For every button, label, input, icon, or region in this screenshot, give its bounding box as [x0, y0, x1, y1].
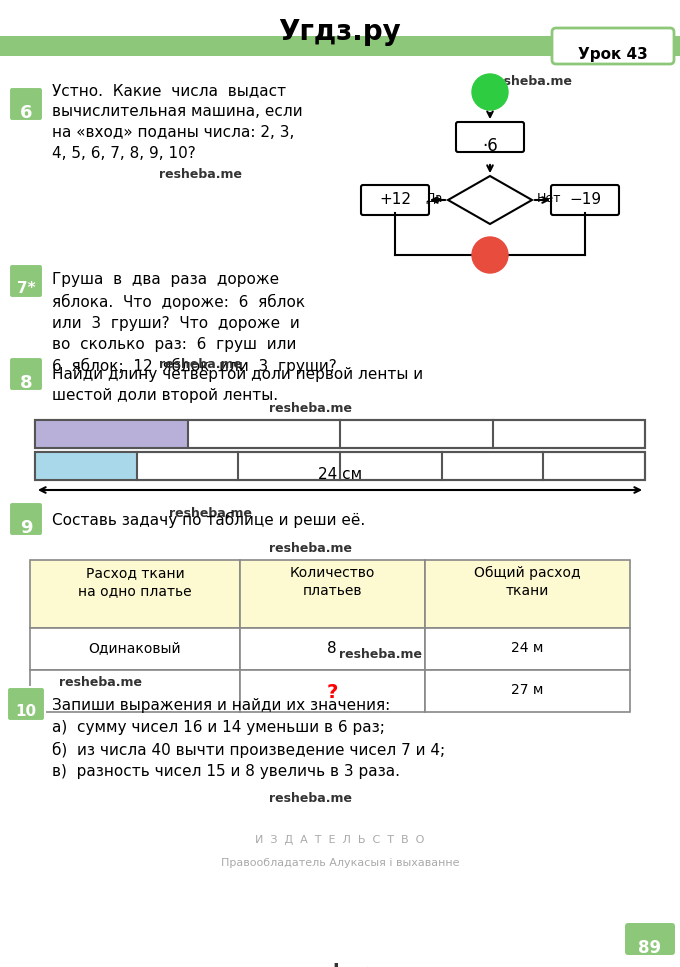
Text: Количество
платьев: Количество платьев [289, 566, 375, 599]
Text: resheba.me: resheba.me [269, 402, 352, 415]
Bar [35, 420, 188, 448]
Text: resheba.me: resheba.me [58, 676, 141, 689]
Text: resheba.me: resheba.me [269, 542, 352, 555]
Text: 6: 6 [20, 104, 32, 122]
Text: Устно.  Какие  числа  выдаст
вычислительная машина, если
на «вход» поданы числа:: Устно. Какие числа выдаст вычислительная… [52, 83, 303, 161]
Bar [35, 452, 137, 480]
Bar [240, 560, 425, 628]
Bar [35, 452, 645, 480]
Polygon shape [448, 176, 532, 224]
Text: 24 см: 24 см [318, 467, 362, 482]
Text: resheba.me: resheba.me [158, 358, 241, 371]
Text: 24 м: 24 м [511, 641, 543, 655]
Circle shape [472, 74, 508, 110]
Text: б)  из числа 40 вычти произведение чисел 7 и 4;: б) из числа 40 вычти произведение чисел … [52, 742, 445, 758]
Text: Составь задачу по таблице и реши её.: Составь задачу по таблице и реши её. [52, 512, 365, 528]
FancyBboxPatch shape [9, 87, 43, 121]
Text: Правообладатель Алукасыя i выхаванне: Правообладатель Алукасыя i выхаванне [221, 858, 459, 868]
Text: Урок 43: Урок 43 [578, 47, 648, 62]
Text: Угдз.ру: Угдз.ру [279, 18, 401, 46]
Text: Общий расход
ткани: Общий расход ткани [474, 566, 580, 599]
Text: Груша  в  два  раза  дороже
яблока.  Что  дороже:  6  яблок
или  3  груши?  Что : Груша в два раза дороже яблока. Что доро… [52, 272, 337, 374]
Text: 89: 89 [639, 939, 662, 957]
Text: resheba.me: resheba.me [339, 648, 422, 661]
Text: resheba.me: resheba.me [158, 168, 241, 181]
Text: 27 м: 27 м [511, 683, 543, 697]
Text: ?: ? [326, 683, 338, 702]
Bar [425, 628, 630, 670]
Bar [425, 560, 630, 628]
Text: +12: +12 [379, 191, 411, 207]
Text: resheba.me: resheba.me [169, 507, 252, 520]
FancyBboxPatch shape [551, 185, 619, 215]
Text: Запиши выражения и найди их значения:: Запиши выражения и найди их значения: [52, 698, 390, 713]
FancyBboxPatch shape [9, 357, 43, 391]
Text: Найди длину четвёртой доли первой ленты и
шестой доли второй ленты.: Найди длину четвёртой доли первой ленты … [52, 367, 423, 403]
FancyBboxPatch shape [9, 264, 43, 298]
Text: 9: 9 [20, 519, 32, 537]
FancyBboxPatch shape [456, 122, 524, 152]
Text: 10: 10 [16, 704, 37, 719]
Bar [425, 670, 630, 712]
Text: ·6: ·6 [482, 137, 498, 155]
Bar [240, 670, 425, 712]
Text: 8: 8 [20, 374, 33, 392]
Text: resheba.me: resheba.me [488, 75, 571, 88]
FancyBboxPatch shape [625, 923, 675, 955]
Bar [30, 670, 240, 712]
Text: <40: <40 [475, 193, 505, 207]
Text: Одинаковый: Одинаковый [88, 641, 182, 655]
Bar [30, 628, 240, 670]
FancyBboxPatch shape [361, 185, 429, 215]
Text: Расход ткани
на одно платье: Расход ткани на одно платье [78, 566, 192, 599]
Text: resheba.me: resheba.me [269, 792, 352, 805]
Text: Да: Да [426, 191, 443, 204]
Text: в)  разность чисел 15 и 8 увеличь в 3 раза.: в) разность чисел 15 и 8 увеличь в 3 раз… [52, 764, 400, 779]
Text: 7*: 7* [17, 281, 35, 296]
Circle shape [472, 237, 508, 273]
Text: Нет: Нет [537, 191, 562, 204]
Bar [30, 560, 240, 628]
Text: 8: 8 [327, 641, 337, 656]
FancyBboxPatch shape [552, 28, 674, 64]
Bar [35, 420, 645, 448]
FancyBboxPatch shape [9, 502, 43, 536]
Bar [240, 628, 425, 670]
Bar [0, 36, 680, 56]
Text: И  З  Д  А  Т  Е  Л  Ь  С  Т  В  О: И З Д А Т Е Л Ь С Т В О [255, 835, 425, 845]
Text: а)  сумму чисел 16 и 14 уменьши в 6 раз;: а) сумму чисел 16 и 14 уменьши в 6 раз; [52, 720, 385, 735]
Text: −19: −19 [569, 191, 601, 207]
FancyBboxPatch shape [7, 687, 45, 721]
Text: ugdz.ru: ugdz.ru [298, 963, 382, 967]
Bar [35, 420, 645, 448]
Bar [35, 452, 645, 480]
